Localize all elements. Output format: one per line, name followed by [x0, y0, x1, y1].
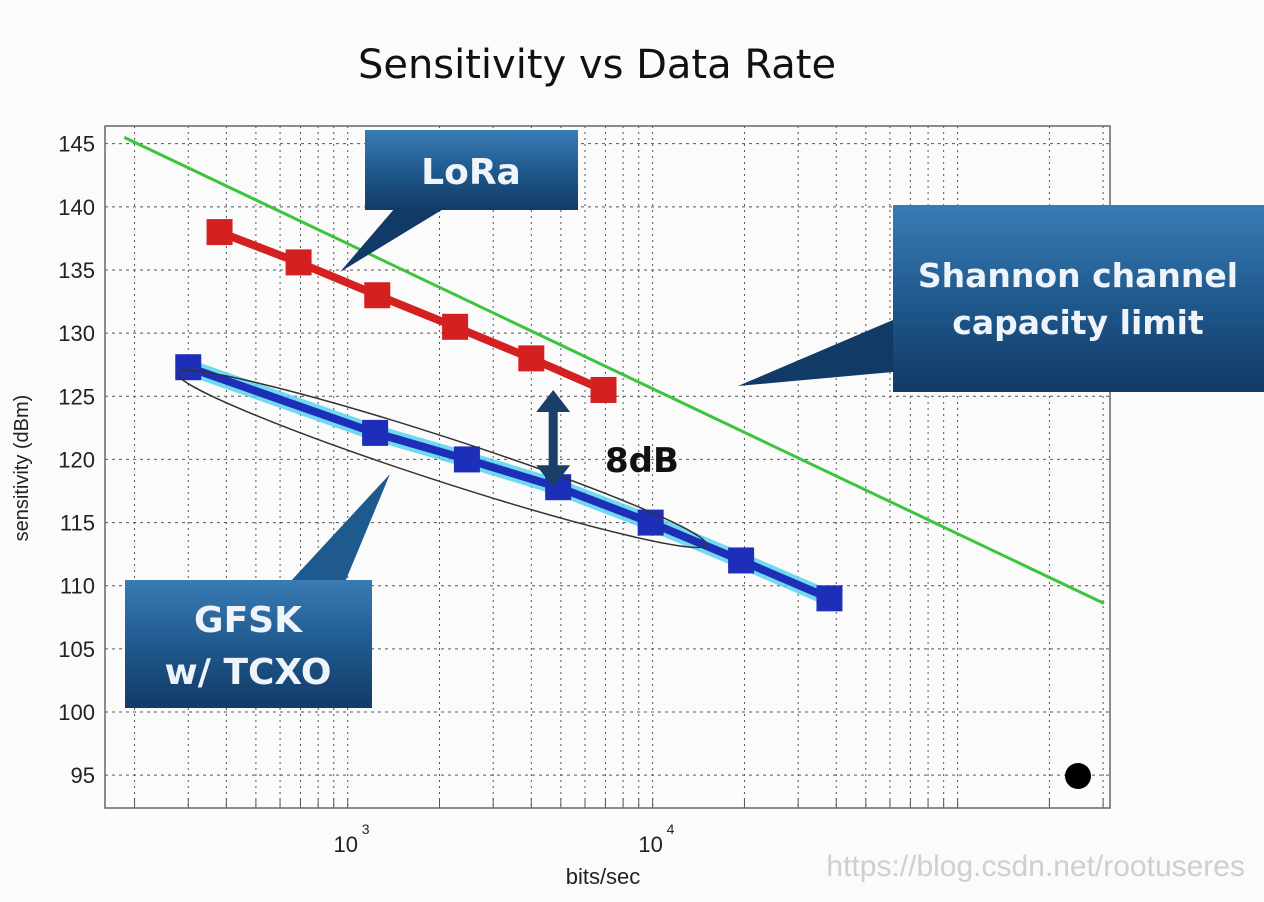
x-tick-label: 10 — [333, 832, 357, 857]
lora-callout-text: LoRa — [421, 152, 521, 193]
lora-callout: LoRa — [340, 130, 578, 272]
series-line-2 — [123, 136, 1105, 605]
watermark: https://blog.csdn.net/rootuseres — [826, 850, 1245, 883]
data-point — [518, 345, 545, 372]
data-point — [637, 509, 664, 536]
y-tick-label: 115 — [60, 511, 95, 536]
x-axis-label: bits/sec — [566, 864, 641, 889]
x-tick-exponent: 3 — [362, 821, 370, 837]
gfsk-highlight-ellipse — [176, 369, 708, 549]
y-tick-label: 140 — [58, 195, 95, 220]
data-point — [206, 219, 233, 246]
x-tick-label: 10 — [638, 832, 662, 857]
y-tick-label: 110 — [60, 574, 95, 599]
shannon-callout: Shannon channel capacity limit — [738, 205, 1264, 392]
black-dot — [1065, 763, 1091, 789]
data-point — [590, 376, 617, 403]
series-line-0 — [218, 228, 606, 394]
data-point — [728, 547, 755, 574]
x-tick-exponent: 4 — [667, 821, 675, 837]
data-point — [364, 282, 391, 309]
gfsk-callout-line1: GFSK — [194, 600, 303, 641]
gfsk-callout: GFSK w/ TCXO — [125, 474, 390, 708]
gap-arrow-head-down — [536, 465, 571, 488]
y-tick-label: 100 — [58, 700, 95, 725]
data-point — [453, 446, 480, 473]
y-tick-label: 120 — [58, 447, 95, 472]
chart-title: Sensitivity vs Data Rate — [358, 42, 836, 88]
grid — [105, 126, 1110, 808]
y-tick-label: 95 — [71, 763, 95, 788]
series-layer — [123, 136, 1105, 612]
data-point — [816, 585, 843, 612]
y-tick-label: 130 — [58, 321, 95, 346]
y-tick-label: 135 — [58, 258, 95, 283]
gap-arrow-head-up — [536, 389, 571, 412]
y-tick-label: 105 — [58, 637, 95, 662]
plot-frame — [104, 125, 1111, 809]
shannon-callout-line1: Shannon channel — [918, 256, 1238, 295]
data-point — [285, 249, 312, 276]
gap-label: 8dB — [605, 441, 679, 481]
y-axis: 95 100 105 110 115 120 125 130 135 140 145 — [58, 132, 95, 788]
y-tick-label: 145 — [58, 132, 95, 157]
shannon-callout-line2: capacity limit — [952, 303, 1204, 342]
y-axis-label: sensitivity (dBm) — [11, 395, 33, 542]
y-tick-label: 125 — [58, 384, 95, 409]
x-axis: 10 3 10 4 — [333, 821, 674, 857]
gap-arrow — [536, 389, 571, 488]
data-point — [442, 313, 469, 340]
data-point — [362, 419, 389, 446]
data-point — [175, 354, 202, 381]
gfsk-callout-line2: w/ TCXO — [165, 652, 332, 693]
